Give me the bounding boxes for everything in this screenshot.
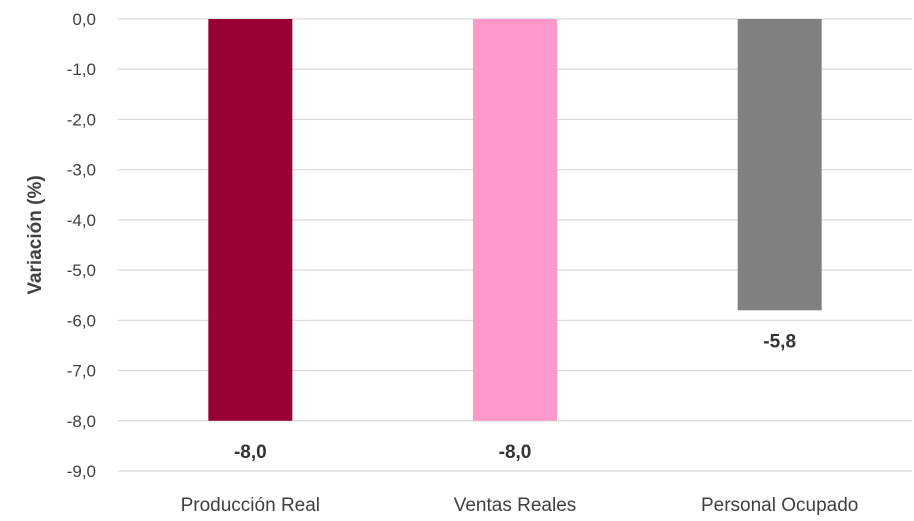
y-tick-label: -8,0 bbox=[67, 412, 96, 431]
x-axis-category-labels: Producción Real Ventas Reales Personal Ocu… bbox=[181, 495, 859, 516]
y-tick-label: -5,0 bbox=[67, 261, 96, 280]
y-tick-label: -9,0 bbox=[67, 462, 96, 481]
y-tick-label: -3,0 bbox=[67, 161, 96, 180]
y-tick-label: -4,0 bbox=[67, 211, 96, 230]
data-label-3: -5,8 bbox=[763, 331, 796, 352]
data-label-2: -8,0 bbox=[499, 442, 532, 463]
y-tick-label: -7,0 bbox=[67, 362, 96, 381]
y-tick-label: -2,0 bbox=[67, 110, 96, 129]
y-axis-title: Variación (%) bbox=[25, 175, 46, 294]
bar-3 bbox=[737, 19, 822, 311]
y-tick-label: -1,0 bbox=[67, 60, 96, 79]
y-tick-label: -6,0 bbox=[67, 311, 96, 330]
data-labels: -8,0 -8,0 -5,8 bbox=[234, 331, 796, 462]
y-axis-tick-labels: 0,0 -1,0 -2,0 -3,0 -4,0 -5,0 -6,0 -7,0 -8,0 -9,0 bbox=[67, 10, 96, 481]
y-tick-label: 0,0 bbox=[72, 10, 96, 29]
x-category-label-1: Producción Real bbox=[181, 495, 320, 516]
data-label-1: -8,0 bbox=[234, 442, 267, 463]
bar-1 bbox=[208, 19, 293, 421]
bars bbox=[208, 19, 822, 421]
bar-2 bbox=[473, 19, 557, 421]
x-category-label-2: Ventas Reales bbox=[454, 495, 577, 516]
x-category-label-3: Personal Ocupado bbox=[701, 495, 858, 516]
